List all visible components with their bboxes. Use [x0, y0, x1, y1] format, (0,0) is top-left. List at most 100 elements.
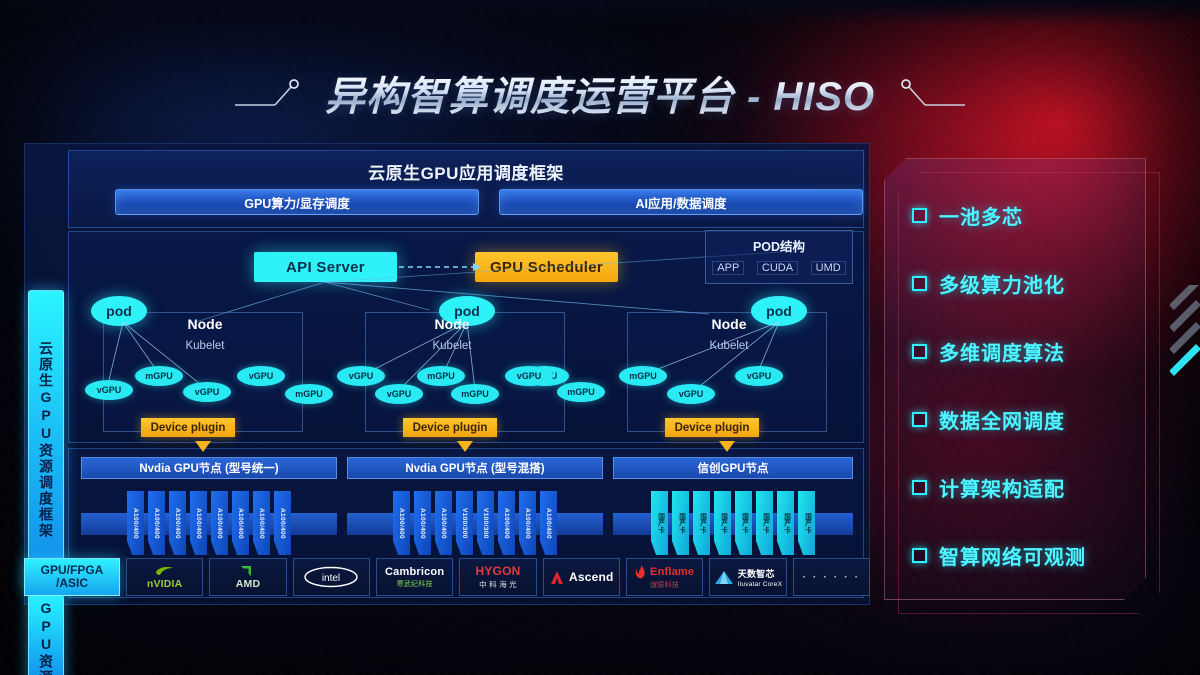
device-plugin-1[interactable]: Device plugin [141, 418, 235, 437]
gpu-card[interactable]: A100/400 [169, 491, 186, 555]
vendor-name: nVIDIA [146, 577, 183, 590]
gpu-card[interactable]: 国产卡 [735, 491, 752, 555]
vendor-iluvatar[interactable]: 天数智芯 Iluvatar CoreX [709, 558, 787, 596]
gpu-card-label: 国产卡 [698, 512, 706, 534]
vendor-name: AMD [235, 577, 261, 590]
vendor-name: · · · · · · [802, 571, 861, 583]
gpu-column-header: Nvdia GPU节点 (型号混搭) [347, 457, 603, 479]
chip-vgpu[interactable]: vGPU [237, 366, 285, 386]
gpu-card[interactable]: A100/400 [414, 491, 431, 555]
gpu-card[interactable]: 国产卡 [756, 491, 773, 555]
vendor-cambricon[interactable]: Cambricon 寒武纪科技 [375, 558, 454, 596]
chip-vgpu[interactable]: vGPU [375, 384, 423, 404]
nvidia-eye-icon [155, 566, 173, 575]
pill-gpu-compute-memory[interactable]: GPU算力/显存调度 [115, 189, 479, 215]
gpu-card-label: V100/300 [482, 507, 489, 539]
sidebar-tab-cloud-native[interactable]: 云原生GPU资源调度框架 [28, 290, 64, 590]
gpu-card[interactable]: A100/400 [190, 491, 207, 555]
scheduling-panel: API Server GPU Scheduler POD结构 APP CUDA … [68, 230, 864, 443]
pod-3[interactable]: pod [751, 296, 807, 326]
chip-vgpu[interactable]: vGPU [667, 384, 715, 404]
vendor-nvidia[interactable]: nVIDIA [126, 558, 204, 596]
vendor-gpu-fpga-asic[interactable]: GPU/FPGA /ASIC [24, 558, 120, 596]
gpu-card[interactable]: V100/300 [456, 491, 473, 555]
pod-2[interactable]: pod [439, 296, 495, 326]
node-group-1: pod Node Kubelet vGPU mGPU vGPU vGPU mGP… [85, 294, 333, 442]
gpu-card[interactable]: A100/400 [211, 491, 228, 555]
gpu-card[interactable]: 国产卡 [714, 491, 731, 555]
page-title: 异构智算调度运营平台 - HISO [325, 64, 875, 122]
checkbox-square-icon [912, 547, 927, 563]
gpu-card[interactable]: A100/400 [435, 491, 452, 555]
feature-label: 一池多芯 [939, 206, 1023, 229]
gpu-card-label: A100/400 [174, 507, 181, 539]
chip-vgpu[interactable]: vGPU [183, 382, 231, 402]
gpu-card[interactable]: 国产卡 [672, 491, 689, 555]
kubelet-label-1: Kubelet [185, 340, 225, 352]
device-plugin-2[interactable]: Device plugin [403, 418, 497, 437]
feature-item-2[interactable]: 多维调度算法 [912, 329, 1162, 373]
vendor-ascend[interactable]: Ascend [542, 558, 620, 596]
gpu-card[interactable]: A100/400 [498, 491, 515, 555]
gpu-column-domestic: 信创GPU节点 国产卡 国产卡 国产卡 国产卡 国产卡 国产卡 国产卡 国产卡 [613, 457, 853, 593]
vendor-sub: 中 科 海 光 [479, 580, 517, 589]
gpu-card[interactable]: A100/400 [540, 491, 557, 555]
vendor-hygon[interactable]: HYGON 中 科 海 光 [459, 558, 537, 596]
chip-mgpu[interactable]: mGPU [285, 384, 333, 404]
kubelet-label-3: Kubelet [709, 340, 749, 352]
api-server-node[interactable]: API Server [254, 252, 397, 282]
gpu-card[interactable]: A100/400 [232, 491, 249, 555]
top-glow [0, 0, 1200, 26]
gpu-card[interactable]: A100/400 [253, 491, 270, 555]
gpu-shelf [81, 513, 337, 535]
feature-item-4[interactable]: 计算架构适配 [912, 465, 1162, 509]
chip-vgpu[interactable]: vGPU [735, 366, 783, 386]
gpu-card[interactable]: A100/400 [127, 491, 144, 555]
vendor-amd[interactable]: AMD [209, 558, 287, 596]
gpu-column-header: 信创GPU节点 [613, 457, 853, 479]
device-plugin-3[interactable]: Device plugin [665, 418, 759, 437]
feature-item-1[interactable]: 多级算力池化 [912, 261, 1162, 305]
feature-item-3[interactable]: 数据全网调度 [912, 397, 1162, 441]
gpu-card-label: A100/400 [503, 507, 510, 539]
chip-vgpu[interactable]: vGPU [505, 366, 553, 386]
gpu-card[interactable]: 国产卡 [693, 491, 710, 555]
feature-item-5[interactable]: 智算网络可观测 [912, 533, 1162, 577]
chip-mgpu[interactable]: mGPU [417, 366, 465, 386]
feature-item-0[interactable]: 一池多芯 [912, 193, 1162, 237]
pod-structure-title: POD结构 [752, 240, 806, 254]
vendor-intel[interactable]: intel [292, 558, 370, 596]
chip-mgpu[interactable]: mGPU [451, 384, 499, 404]
gpu-card-label: A100/400 [398, 507, 405, 539]
gpu-column-nvidia-mixed: Nvdia GPU节点 (型号混搭) A100/400 A100/400 A10… [347, 457, 603, 593]
chip-mgpu[interactable]: mGPU [135, 366, 183, 386]
gpu-card[interactable]: A100/400 [519, 491, 536, 555]
gpu-card[interactable]: A100/400 [393, 491, 410, 555]
chip-vgpu[interactable]: vGPU [337, 366, 385, 386]
gpu-card-row: A100/400 A100/400 A100/400 V100/300 V100… [355, 491, 595, 555]
gpu-card[interactable]: 国产卡 [651, 491, 668, 555]
node-label-2: Node [434, 316, 470, 332]
vendor-name: Ascend [569, 570, 614, 584]
vendor-enflame[interactable]: Enflame 燧原科技 [625, 558, 704, 596]
chip-vgpu[interactable]: vGPU [85, 380, 133, 400]
pod-layer-app: APP [712, 261, 745, 275]
cloud-native-framework-panel: 云原生GPU应用调度框架 GPU算力/显存调度 AI应用/数据调度 [68, 150, 864, 228]
right-edge-stripes-decoration [1170, 285, 1200, 376]
device-plugin-arrows [195, 441, 735, 452]
chip-mgpu[interactable]: mGPU [619, 366, 667, 386]
vendor-more[interactable]: · · · · · · [792, 558, 870, 596]
gpu-scheduler-node[interactable]: GPU Scheduler [475, 252, 618, 282]
node-label-3: Node [711, 316, 747, 332]
sidebar-tab-gpu-resource[interactable]: GPU资源 [28, 595, 64, 675]
gpu-card-label: A100/400 [419, 507, 426, 539]
gpu-card[interactable]: V100/300 [477, 491, 494, 555]
pill-ai-app-data[interactable]: AI应用/数据调度 [499, 189, 863, 215]
checkbox-square-icon [912, 411, 927, 427]
gpu-card[interactable]: A100/400 [274, 491, 291, 555]
pod-1[interactable]: pod [91, 296, 147, 326]
gpu-card[interactable]: A100/400 [148, 491, 165, 555]
chip-mgpu[interactable]: mGPU [557, 382, 605, 402]
gpu-card[interactable]: 国产卡 [798, 491, 815, 555]
gpu-card[interactable]: 国产卡 [777, 491, 794, 555]
